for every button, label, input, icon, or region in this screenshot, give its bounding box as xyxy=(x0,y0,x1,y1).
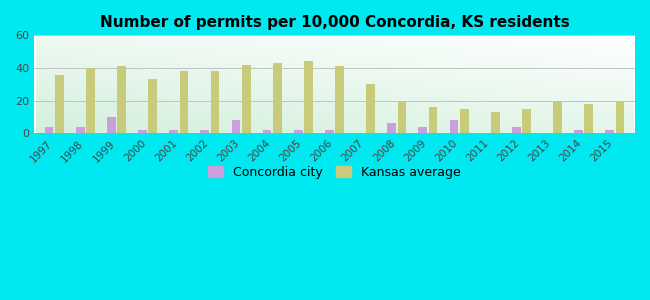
Bar xyxy=(460,109,469,133)
Bar xyxy=(387,124,396,133)
Bar xyxy=(242,65,250,133)
Bar xyxy=(179,71,188,133)
Bar xyxy=(273,63,281,133)
Bar xyxy=(450,120,458,133)
Bar xyxy=(86,68,95,133)
Bar xyxy=(76,127,85,133)
Bar xyxy=(491,112,500,133)
Bar xyxy=(522,109,531,133)
Bar xyxy=(294,130,302,133)
Bar xyxy=(367,84,375,133)
Bar xyxy=(335,66,344,133)
Bar xyxy=(138,130,147,133)
Bar xyxy=(512,127,521,133)
Legend: Concordia city, Kansas average: Concordia city, Kansas average xyxy=(203,161,465,184)
Bar xyxy=(45,127,53,133)
Bar xyxy=(553,102,562,133)
Bar xyxy=(584,104,593,133)
Bar xyxy=(55,74,64,133)
Bar xyxy=(148,80,157,133)
Bar xyxy=(107,117,116,133)
Title: Number of permits per 10,000 Concordia, KS residents: Number of permits per 10,000 Concordia, … xyxy=(99,15,569,30)
Bar xyxy=(304,61,313,133)
Bar xyxy=(419,127,427,133)
Bar xyxy=(263,130,272,133)
Bar xyxy=(616,102,624,133)
Bar xyxy=(398,100,406,133)
Bar xyxy=(574,130,583,133)
Bar xyxy=(117,66,126,133)
Bar xyxy=(211,71,220,133)
Bar xyxy=(325,130,333,133)
Bar xyxy=(169,130,178,133)
Bar xyxy=(605,130,614,133)
Bar xyxy=(200,130,209,133)
Bar xyxy=(231,120,240,133)
Bar xyxy=(429,107,437,133)
